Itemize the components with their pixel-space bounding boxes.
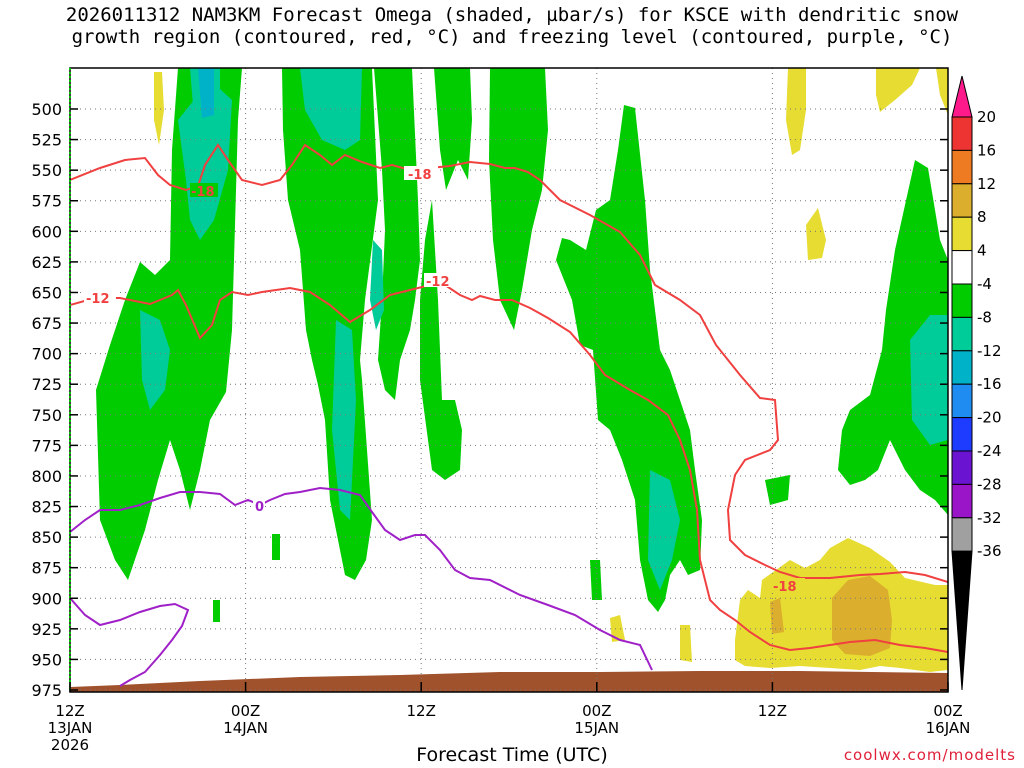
dgz-contour-labels: -18 -18 -12 -12 -18	[84, 166, 805, 595]
colorbar-swatch-13	[951, 517, 973, 552]
freezing-level-contours	[70, 486, 653, 687]
colorbar-label-0: 20	[977, 108, 996, 126]
y-label-950: 950	[31, 650, 62, 669]
colorbar-bottom-arrow	[951, 550, 973, 691]
y-axis: 500 525 550 575 600 625 650 675 700 725 750 775 800 8…	[31, 100, 948, 700]
omega-shading	[96, 68, 948, 672]
y-label-850: 850	[31, 528, 62, 547]
x-label-24-1: 12Z	[407, 702, 436, 720]
colorbar-swatch-5	[951, 250, 973, 285]
y-label-975: 975	[31, 681, 62, 700]
y-label-825: 825	[31, 498, 62, 517]
colorbar-swatch-6	[951, 283, 973, 318]
colorbar: 20 16 12 8 4 -4 -8 -12 -16 -20 -24 -28 -32 -36	[951, 75, 1002, 691]
y-label-725: 725	[31, 375, 62, 394]
y-label-900: 900	[31, 589, 62, 608]
colorbar-label-3: 8	[977, 208, 987, 226]
colorbar-swatch-7	[951, 316, 973, 352]
colorbar-label-5: -4	[977, 275, 992, 293]
title-line-2: growth region (contoured, red, °C) and f…	[71, 26, 953, 48]
y-label-650: 650	[31, 283, 62, 302]
colorbar-swatch-9	[951, 383, 973, 419]
colorbar-label-6: -8	[977, 308, 992, 326]
colorbar-label-7: -12	[977, 342, 1002, 360]
x-label-36-2: 15JAN	[574, 719, 619, 737]
y-label-925: 925	[31, 620, 62, 639]
colorbar-swatch-4	[951, 216, 973, 252]
y-label-775: 775	[31, 436, 62, 455]
x-label-48-1: 12Z	[758, 702, 787, 720]
terrain-fill	[70, 671, 948, 692]
y-label-875: 875	[31, 559, 62, 578]
x-label-12-2: 14JAN	[223, 719, 268, 737]
x-label-0-3: 2026	[51, 736, 89, 754]
y-label-525: 525	[31, 131, 62, 150]
y-label-550: 550	[31, 161, 62, 180]
colorbar-swatch-2	[951, 149, 973, 185]
x-label-12-1: 00Z	[231, 702, 260, 720]
colorbar-swatch-3	[951, 183, 973, 218]
colorbar-label-4: 4	[977, 242, 987, 260]
y-label-600: 600	[31, 222, 62, 241]
colorbar-label-13: -36	[977, 542, 1002, 560]
colorbar-swatch-1	[951, 116, 973, 151]
y-label-750: 750	[31, 406, 62, 425]
x-axis-title: Forecast Time (UTC)	[416, 744, 608, 766]
x-label-60-1: 00Z	[933, 702, 962, 720]
colorbar-label-12: -32	[977, 509, 1002, 527]
y-label-500: 500	[31, 100, 62, 119]
dgz-contours	[70, 143, 948, 653]
title-line-1: 2026011312 NAM3KM Forecast Omega (shaded…	[65, 4, 959, 26]
label-dgz-upper: -18	[191, 185, 215, 200]
label-dgz-lower-2: -12	[426, 275, 450, 290]
colorbar-label-8: -16	[977, 375, 1002, 393]
colorbar-swatch-12	[951, 483, 973, 519]
label-dgz-lower-right: -18	[773, 580, 797, 595]
colorbar-swatch-11	[951, 450, 973, 485]
x-label-36-1: 00Z	[582, 702, 611, 720]
label-dgz-upper-2: -18	[408, 168, 432, 183]
label-freezing: 0	[255, 500, 264, 515]
label-dgz-lower: -12	[86, 292, 110, 307]
chart-title: 2026011312 NAM3KM Forecast Omega (shaded…	[0, 4, 1024, 48]
colorbar-swatch-8	[951, 350, 973, 385]
credit-text: coolwx.com/modelts	[843, 746, 1016, 764]
colorbar-label-2: 12	[977, 175, 996, 193]
y-label-800: 800	[31, 467, 62, 486]
y-label-700: 700	[31, 345, 62, 364]
colorbar-label-11: -28	[977, 475, 1002, 493]
colorbar-label-10: -24	[977, 442, 1002, 460]
x-label-60-2: 16JAN	[926, 719, 971, 737]
x-label-0-2: 13JAN	[48, 719, 93, 737]
colorbar-top-arrow	[951, 75, 973, 118]
colorbar-label-9: -20	[977, 409, 1002, 427]
x-label-0-1: 12Z	[55, 702, 84, 720]
y-label-575: 575	[31, 192, 62, 211]
y-label-675: 675	[31, 314, 62, 333]
freezing-label-bg	[253, 498, 265, 512]
colorbar-label-1: 16	[977, 141, 996, 159]
y-label-625: 625	[31, 253, 62, 272]
colorbar-swatch-10	[951, 417, 973, 452]
